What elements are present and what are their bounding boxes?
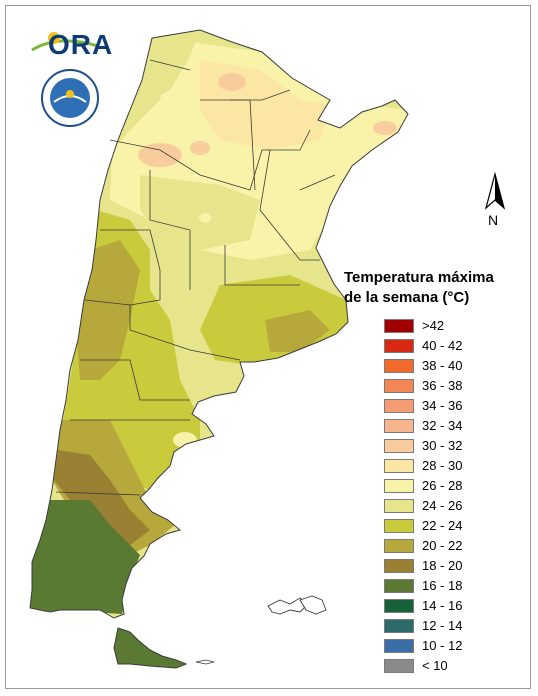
malvinas-islands: [267, 595, 327, 615]
legend-label: 40 - 42: [422, 338, 463, 353]
zone-30-32-patch-d: [190, 141, 210, 155]
legend-swatch: [384, 639, 414, 653]
zone-20-22-cuyo: [76, 240, 140, 380]
legend-label: 36 - 38: [422, 378, 463, 393]
legend-label: 34 - 36: [422, 398, 463, 413]
legend-item: 32 - 34: [384, 416, 514, 436]
legend-label: 16 - 18: [422, 578, 463, 593]
legend-item: 24 - 26: [384, 496, 514, 516]
legend-item: 22 - 24: [384, 516, 514, 536]
legend-swatch: [384, 419, 414, 433]
legend-label: 12 - 14: [422, 618, 463, 633]
legend-item: 36 - 38: [384, 376, 514, 396]
legend-swatch: [384, 399, 414, 413]
north-arrow: N: [480, 171, 510, 232]
legend-swatch: [384, 479, 414, 493]
zone-30-32-patch-a: [138, 143, 182, 167]
legend-swatch: [384, 439, 414, 453]
legend-item: 26 - 28: [384, 476, 514, 496]
zone-24-26-far-north: [138, 32, 200, 100]
legend-item: < 10: [384, 656, 514, 676]
legend-item: 40 - 42: [384, 336, 514, 356]
ora-logo: ORA: [28, 24, 112, 64]
legend-swatch: [384, 359, 414, 373]
legend-item: 18 - 20: [384, 556, 514, 576]
legend-swatch: [384, 539, 414, 553]
legend-swatch: [384, 559, 414, 573]
legend-item: 34 - 36: [384, 396, 514, 416]
legend-label: 22 - 24: [422, 518, 463, 533]
legend-label: >42: [422, 318, 445, 333]
legend-label: 20 - 22: [422, 538, 463, 553]
legend: Temperatura máxima de la semana (°C) >42…: [344, 268, 524, 673]
mainland-outline: [29, 29, 409, 619]
legend-swatch: [384, 599, 414, 613]
legend-title-line2: de la semana (°C): [344, 289, 470, 306]
north-arrow-icon: [484, 171, 506, 210]
tierra-del-fuego: [113, 627, 188, 669]
smn-seal-icon: [41, 69, 99, 127]
smn-seal: [40, 68, 100, 128]
zone-20-22-coast: [265, 310, 330, 352]
legend-label: 18 - 20: [422, 558, 463, 573]
ora-logo-text: ORA: [48, 29, 114, 60]
legend-list: >42 40 - 42 38 - 40 36 - 38 34 - 36 32 - 34 30…: [384, 316, 514, 676]
isla-de-los-estados: [195, 659, 215, 665]
zone-30-32-patch-c: [373, 121, 397, 135]
legend-swatch: [384, 619, 414, 633]
legend-item: 14 - 16: [384, 596, 514, 616]
ora-swoosh-icon: [31, 32, 99, 52]
legend-swatch: [384, 379, 414, 393]
zone-18-20-patagonia: [54, 450, 150, 545]
legend-item: 16 - 18: [384, 576, 514, 596]
legend-item: 12 - 14: [384, 616, 514, 636]
legend-label: 10 - 12: [422, 638, 463, 653]
legend-swatch: [384, 459, 414, 473]
legend-label: 14 - 16: [422, 598, 463, 613]
legend-label: 26 - 28: [422, 478, 463, 493]
legend-label: 24 - 26: [422, 498, 463, 513]
legend-item: 10 - 12: [384, 636, 514, 656]
legend-item: >42: [384, 316, 514, 336]
legend-title-line1: Temperatura máxima: [344, 269, 494, 286]
legend-label: 28 - 30: [422, 458, 463, 473]
legend-item: 28 - 30: [384, 456, 514, 476]
legend-swatch: [384, 579, 414, 593]
zone-26-28-patch-b: [199, 213, 211, 223]
zone-30-32-patch-b: [218, 73, 246, 91]
legend-swatch: [384, 659, 414, 673]
legend-swatch: [384, 519, 414, 533]
legend-swatch: [384, 319, 414, 333]
legend-label: 30 - 32: [422, 438, 463, 453]
legend-swatch: [384, 339, 414, 353]
legend-label: < 10: [422, 658, 448, 673]
legend-label: 38 - 40: [422, 358, 463, 373]
legend-item: 38 - 40: [384, 356, 514, 376]
province-boundaries: [55, 59, 336, 496]
zone-24-26-interior: [140, 175, 260, 250]
zone-26-28-patch-a: [173, 432, 197, 448]
zone-16-18-south: [30, 500, 140, 614]
legend-item: 30 - 32: [384, 436, 514, 456]
legend-label: 32 - 34: [422, 418, 463, 433]
north-label: N: [488, 212, 499, 228]
legend-swatch: [384, 499, 414, 513]
legend-item: 20 - 22: [384, 536, 514, 556]
